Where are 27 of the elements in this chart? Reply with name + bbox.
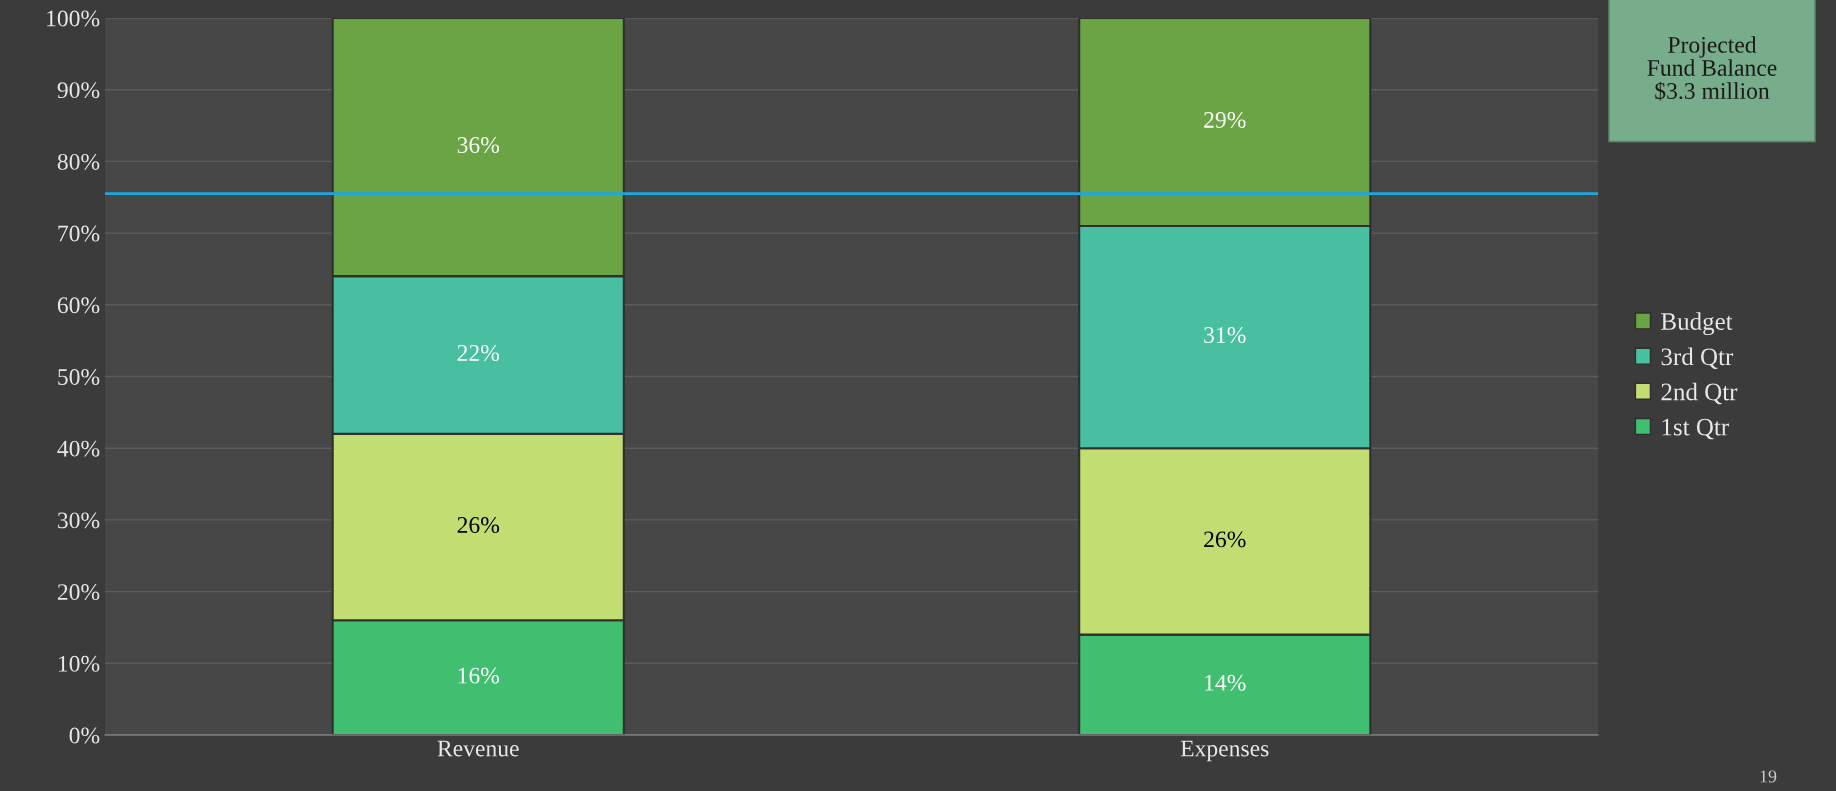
y-tick-label: 70% xyxy=(58,225,100,242)
data-label: 22% xyxy=(457,344,500,361)
legend-label: 1st Qtr xyxy=(1662,418,1729,440)
data-label: 26% xyxy=(457,517,500,534)
x-tick-label: Expenses xyxy=(1180,740,1269,762)
text: 19 xyxy=(1760,770,1777,783)
data-label: 14% xyxy=(1205,674,1246,691)
y-tick-label: 80% xyxy=(57,153,100,170)
x-tick-label: Revenue xyxy=(437,740,519,757)
y-tick-label: 40% xyxy=(57,440,100,457)
y-tick-label: 20% xyxy=(57,584,100,601)
data-label: 36% xyxy=(457,137,500,154)
data-label: 26% xyxy=(1204,531,1246,548)
text: Projected Fund Balance $3.3 million xyxy=(1647,36,1777,101)
y-tick-label: 90% xyxy=(57,82,100,99)
data-label: 16% xyxy=(458,667,500,684)
y-tick-label: 10% xyxy=(58,655,100,672)
data-label: 31% xyxy=(1204,327,1246,344)
y-tick-label: 60% xyxy=(57,297,100,314)
y-tick-label: 0% xyxy=(69,727,100,744)
legend-label: 3rd Qtr xyxy=(1661,347,1734,370)
y-tick-label: 30% xyxy=(57,512,100,529)
y-tick-label: 100% xyxy=(47,10,100,27)
legend-label: Budget xyxy=(1661,312,1733,336)
data-label: 29% xyxy=(1204,111,1246,128)
legend-label: 2nd Qtr xyxy=(1661,382,1738,405)
y-tick-label: 50% xyxy=(58,368,100,385)
